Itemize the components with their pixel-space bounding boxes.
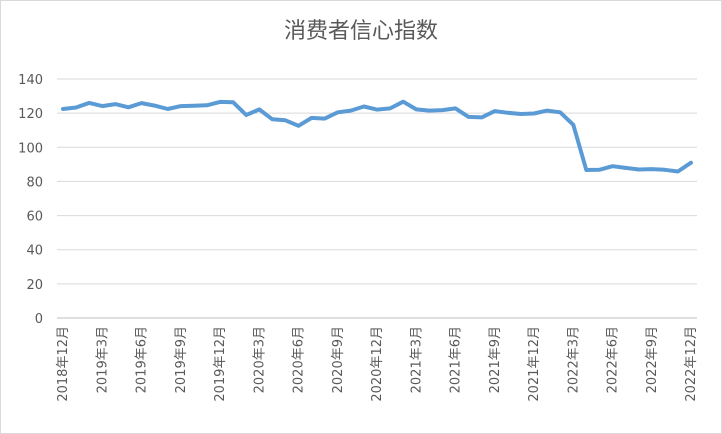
x-tick-label: 2021年6月 [449,326,464,393]
x-tick-label: 2022年6月 [606,326,621,393]
x-tick-label: 2020年6月 [292,326,307,393]
y-tick-label: 80 [26,175,43,190]
chart-title: 消费者信心指数 [284,19,438,44]
x-tick-label: 2020年9月 [331,326,346,393]
x-tick-label: 2021年12月 [527,326,542,402]
data-line [61,99,693,174]
y-tick-label: 40 [26,244,43,259]
y-tick-label: 120 [18,107,43,122]
x-tick-label: 2019年12月 [213,326,228,402]
y-tick-label: 20 [26,278,43,293]
x-tick-label: 2019年3月 [95,326,110,393]
x-tick-label: 2019年6月 [135,326,150,393]
x-tick-label: 2018年12月 [56,326,71,402]
x-tick-label: 2022年3月 [566,326,581,393]
y-tick-label: 100 [18,141,43,156]
x-tick-label: 2019年9月 [174,326,189,393]
x-tick-label: 2020年12月 [370,326,385,402]
y-tick-label: 140 [18,73,43,88]
x-tick-label: 2020年3月 [252,326,267,393]
y-tick-label: 0 [35,312,43,327]
x-tick-label: 2022年9月 [645,326,660,393]
y-tick-label: 60 [26,210,43,225]
x-tick-label: 2022年12月 [684,326,699,402]
x-tick-label: 2021年9月 [488,326,503,393]
x-tick-label: 2021年3月 [409,326,424,393]
